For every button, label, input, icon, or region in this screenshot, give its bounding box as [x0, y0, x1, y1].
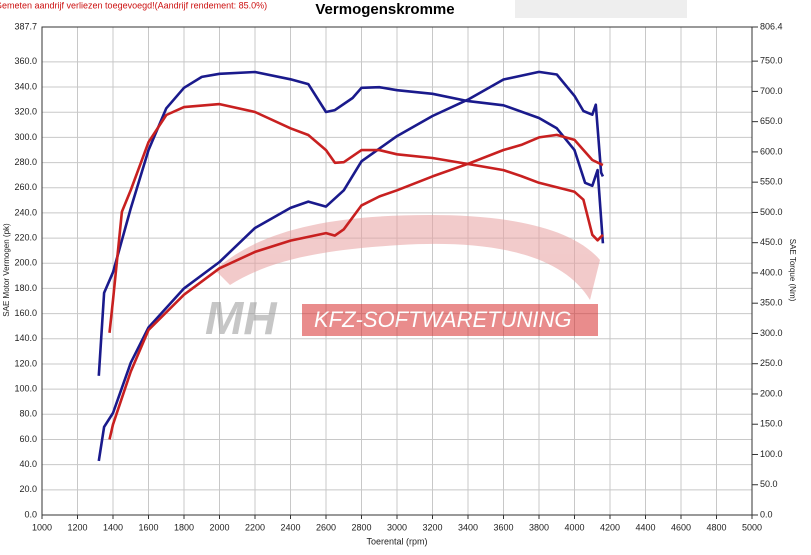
x-tick-label: 2400 [280, 522, 300, 532]
y2-tick-label: 806.4 [760, 21, 783, 31]
x-tick-label: 3600 [493, 522, 513, 532]
y-tick-label: 0.0 [24, 509, 37, 519]
x-tick-label: 1200 [67, 522, 87, 532]
y2-tick-label: 250.0 [760, 358, 783, 368]
y2-tick-label: 150.0 [760, 419, 783, 429]
y2-tick-label: 400.0 [760, 267, 783, 277]
y2-tick-label: 0.0 [760, 509, 773, 519]
series-line [108, 133, 604, 440]
y2-tick-label: 200.0 [760, 388, 783, 398]
y-tick-label: 80.0 [19, 409, 37, 419]
x-tick-label: 3400 [458, 522, 478, 532]
plot-frame [41, 26, 753, 516]
y2-tick-label: 350.0 [760, 298, 783, 308]
x-tick-label: 1600 [138, 522, 158, 532]
x-tick-label: 4800 [706, 522, 726, 532]
y2-axis-label: SAE Torque (Nm) [788, 239, 797, 302]
y-tick-label: 180.0 [14, 283, 37, 293]
x-tick-label: 1000 [32, 522, 52, 532]
y2-tick-label: 50.0 [760, 479, 778, 489]
x-tick-label: 1800 [174, 522, 194, 532]
x-tick-label: 3800 [529, 522, 549, 532]
watermark-mh: MH [205, 292, 277, 344]
x-tick-label: 1400 [103, 522, 123, 532]
y-tick-label: 360.0 [14, 56, 37, 66]
x-tick-label: 5000 [742, 522, 762, 532]
x-tick-label: 3000 [387, 522, 407, 532]
y-tick-label: 240.0 [14, 207, 37, 217]
watermark-car [215, 215, 600, 300]
note: Gemeten aandrijf verliezen toegevoegd!(A… [0, 0, 267, 10]
y-tick-label: 260.0 [14, 182, 37, 192]
series-line [97, 70, 605, 462]
x-tick-label: 4400 [635, 522, 655, 532]
chart-title: Vermogenskromme [315, 1, 454, 18]
y-tick-label: 387.7 [14, 21, 37, 31]
y-tick-label: 300.0 [14, 132, 37, 142]
y-tick-label: 60.0 [19, 434, 37, 444]
x-tick-label: 4000 [564, 522, 584, 532]
y-tick-label: 340.0 [14, 81, 37, 91]
y2-tick-label: 500.0 [760, 207, 783, 217]
watermark: MH KFZ-SOFTWARETUNING [205, 215, 600, 344]
x-axis-label: Toerental (rpm) [366, 536, 427, 546]
y2-tick-label: 700.0 [760, 86, 783, 96]
y2-tick-label: 550.0 [760, 177, 783, 187]
series-line [108, 102, 604, 333]
y-tick-label: 120.0 [14, 358, 37, 368]
y-tick-label: 140.0 [14, 333, 37, 343]
y2-tick-label: 600.0 [760, 146, 783, 156]
y-tick-label: 200.0 [14, 258, 37, 268]
y-tick-label: 220.0 [14, 232, 37, 242]
x-tick-label: 4600 [671, 522, 691, 532]
x-tick-label: 3200 [422, 522, 442, 532]
y-tick-label: 20.0 [19, 484, 37, 494]
y2-tick-label: 750.0 [760, 56, 783, 66]
x-tick-label: 4200 [600, 522, 620, 532]
watermark-text: KFZ-SOFTWARETUNING [314, 307, 571, 332]
y2-tick-label: 650.0 [760, 116, 783, 126]
x-tick-label: 2200 [245, 522, 265, 532]
watermark-box [302, 304, 598, 336]
x-tick-label: 2800 [351, 522, 371, 532]
x-tick-label: 2600 [316, 522, 336, 532]
y2-tick-label: 450.0 [760, 237, 783, 247]
y2-tick-label: 100.0 [760, 449, 783, 459]
y-tick-label: 40.0 [19, 459, 37, 469]
y-axis-label: SAE Motor Vermogen (pk) [2, 223, 11, 317]
y-tick-label: 160.0 [14, 308, 37, 318]
y-tick-label: 280.0 [14, 157, 37, 167]
x-tick-label: 2000 [209, 522, 229, 532]
header-box [515, 0, 687, 18]
y2-tick-label: 300.0 [760, 328, 783, 338]
y-tick-label: 320.0 [14, 107, 37, 117]
y-tick-label: 100.0 [14, 384, 37, 394]
